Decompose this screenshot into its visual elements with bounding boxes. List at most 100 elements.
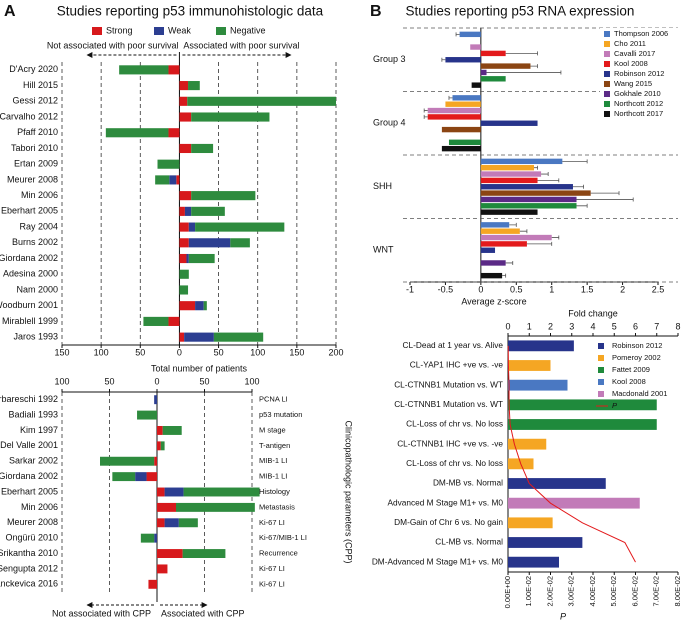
bar-segment (176, 502, 255, 512)
error-bar (505, 51, 538, 56)
error-bar (509, 222, 517, 227)
bar-segment (179, 269, 189, 279)
legend-label: Thompson 2006 (614, 29, 668, 38)
x-tick-label: 100 (250, 347, 265, 357)
p-value-line (507, 345, 636, 563)
bar-segment (154, 533, 157, 543)
bar (480, 222, 510, 228)
parameter-label: MIB-1 LI (259, 472, 287, 481)
x-tick-label: 150 (289, 347, 304, 357)
legend-label: Fattet 2009 (612, 365, 650, 374)
bar-segment (191, 112, 270, 122)
legend-swatch (604, 101, 610, 107)
parameter-label: MIB-1 LI (259, 456, 287, 465)
bar-segment (179, 332, 185, 342)
category-label: Min 2006 (21, 502, 58, 512)
category-label: Mirablell 1999 (2, 316, 58, 326)
category-label: Sarkar 2002 (9, 456, 58, 466)
x-tick-label: 100 (244, 376, 259, 386)
error-bar (534, 165, 538, 170)
legend-swatch (604, 61, 610, 67)
bar (480, 50, 506, 57)
parameter-label: Ki-67/MIB-1 LI (259, 533, 307, 542)
parameter-label: Recurrence (259, 549, 298, 558)
bar (508, 360, 551, 371)
category-label: Giordana 2002 (0, 471, 58, 481)
bar-segment (179, 143, 192, 154)
x-tick-label: 6.00E-02 (630, 576, 639, 606)
error-bar (505, 260, 514, 265)
bar-segment (148, 579, 157, 589)
bar (471, 82, 481, 88)
category-label: Srikantha 2010 (0, 548, 58, 558)
bar (480, 247, 496, 253)
category-label: DM-Advanced M Stage M1+ vs. M0 (372, 556, 504, 566)
bar (480, 260, 506, 266)
bar (427, 114, 481, 120)
x-tick-label: 0.5 (510, 284, 523, 294)
bar (480, 228, 520, 234)
category-label: Ongürü 2010 (5, 533, 58, 543)
group-label: SHH (373, 181, 392, 191)
legend-swatch (598, 355, 604, 361)
category-label: Kim 1997 (20, 425, 58, 435)
legend-label: Strong (106, 25, 133, 35)
category-label: CL-CTNNB1 Mutation vs. WT (394, 379, 503, 389)
panel-label: A (4, 3, 16, 20)
bar (480, 196, 577, 203)
legend-swatch (604, 31, 610, 37)
bar (448, 139, 481, 145)
bar (480, 203, 577, 209)
group-label: Group 3 (373, 54, 406, 64)
bar-segment (188, 253, 215, 264)
category-label: CL-Loss of chr vs. No loss (406, 419, 503, 429)
bar (480, 184, 573, 190)
bar-segment (157, 564, 168, 574)
bar (452, 95, 481, 101)
x-tick-label: 100 (94, 347, 109, 357)
bar-segment (157, 518, 165, 528)
error-bar (448, 95, 453, 100)
bar-segment (157, 549, 183, 558)
bar-segment (179, 285, 189, 295)
legend-swatch (92, 27, 102, 35)
category-label: Woodburn 2001 (0, 300, 58, 310)
bar-segment (157, 441, 161, 451)
legend-swatch (154, 27, 164, 35)
bar-segment (183, 487, 260, 497)
bar-segment (168, 65, 180, 75)
bar (459, 31, 481, 38)
x2-axis-title: P (560, 611, 566, 621)
category-label: Badiali 1993 (8, 409, 58, 419)
error-bar (576, 203, 588, 208)
bar (480, 69, 487, 76)
x-tick-label: 1 (527, 321, 532, 331)
category-label: Advanced M Stage M1+ vs. M0 (387, 497, 503, 507)
x-tick-label: 50 (104, 376, 114, 386)
bar (508, 556, 559, 568)
bar (480, 209, 538, 215)
bar-segment (135, 472, 147, 482)
legend-swatch (604, 41, 610, 47)
x-tick-label: 150 (54, 347, 69, 357)
x-tick-label: 7.00E-02 (652, 576, 661, 606)
bar (480, 177, 538, 184)
legend-swatch (604, 111, 610, 117)
x-tick-label: 4.00E-02 (588, 576, 597, 606)
legend-swatch (598, 367, 604, 373)
bar-segment (182, 549, 226, 558)
legend-label: Cavalli 2017 (614, 49, 655, 58)
bar-segment (164, 487, 184, 497)
bar (445, 57, 481, 63)
parameter-title: Clinicopathologic parameters (CPP) (344, 420, 354, 563)
category-label: Eberhart 2005 (1, 206, 58, 216)
error-bar (572, 184, 584, 189)
bar-segment (179, 301, 196, 311)
x-axis-title: Total number of patients (151, 363, 248, 373)
legend-label: Weak (168, 25, 191, 35)
bar (427, 107, 481, 114)
bar-segment (154, 395, 157, 405)
right-annotation: Associated with poor survival (183, 40, 299, 50)
x-tick-label: 50 (199, 376, 209, 386)
